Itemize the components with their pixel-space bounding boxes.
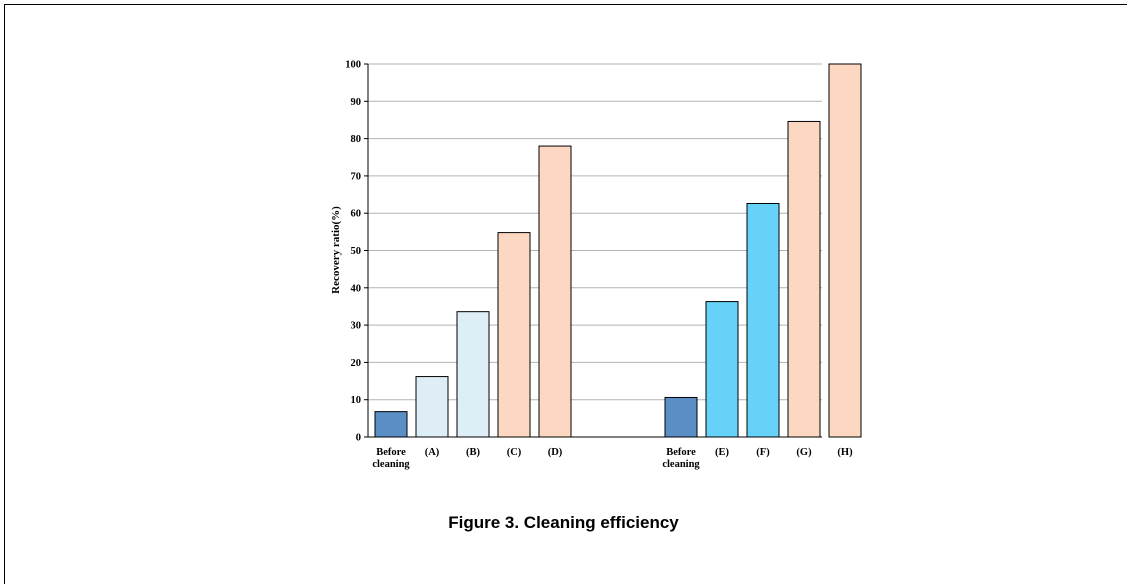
y-tick-label: 30 [351, 321, 362, 332]
x-tick-label: Before cleaning [372, 447, 410, 470]
x-tick-label: (G) [796, 447, 812, 458]
bar-chart: 0 10 20 30 40 50 60 70 80 90 100 Before cleaning (A)… [330, 60, 862, 470]
y-tick-label: 40 [351, 283, 362, 294]
x-tick-label: (D) [548, 447, 563, 458]
y-tick-label: 100 [345, 60, 361, 71]
x-tick-label: (F) [756, 447, 770, 458]
y-tick-label: 90 [351, 97, 362, 108]
bar [415, 376, 449, 438]
bar [538, 145, 572, 438]
bar [705, 301, 739, 438]
y-tick-label: 0 [356, 433, 361, 444]
y-tick-label: 10 [351, 395, 362, 406]
y-axis-label: Recovery ratio(%) [330, 206, 342, 294]
y-tick-label: 70 [351, 171, 362, 182]
bar [456, 311, 490, 438]
x-tick-label: (H) [837, 447, 853, 458]
bar [664, 396, 698, 438]
figure-frame [4, 4, 1127, 584]
bar [828, 63, 862, 438]
bar [746, 203, 780, 438]
y-tick-label: 20 [351, 358, 362, 369]
x-tick-label: (A) [425, 447, 440, 458]
bar [374, 411, 408, 438]
y-tick-label: 60 [351, 209, 362, 220]
y-tick-label: 80 [351, 134, 362, 145]
x-tick-label: Before cleaning [662, 447, 700, 470]
bar [497, 232, 531, 438]
x-tick-label: (C) [507, 447, 522, 458]
bar [787, 120, 821, 438]
figure-caption: Figure 3. Cleaning efficiency [448, 513, 679, 532]
y-tick-label: 50 [351, 246, 362, 257]
x-tick-label: (E) [715, 447, 730, 458]
x-tick-label: (B) [466, 447, 481, 458]
